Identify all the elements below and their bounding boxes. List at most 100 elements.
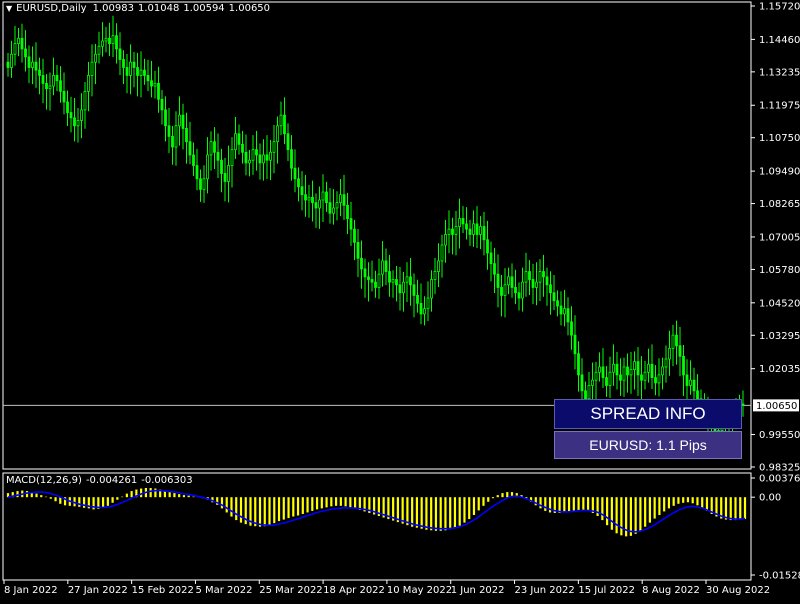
price-tick-label: 1.04520	[759, 298, 800, 309]
price-tick-label: 1.09490	[759, 167, 800, 178]
candle-body	[395, 279, 398, 286]
candle-body	[636, 361, 640, 376]
candle-body	[412, 284, 416, 296]
candle-body	[167, 125, 171, 137]
candle-body	[650, 363, 654, 378]
date-tick-label: 10 May 2022	[387, 585, 452, 596]
candle-body	[416, 295, 419, 304]
candle-body	[27, 56, 31, 68]
candle-body	[640, 374, 643, 381]
candle-body	[381, 260, 384, 275]
price-tick-label: 1.02035	[759, 364, 800, 375]
candle-body	[444, 234, 447, 246]
candle-body	[552, 292, 556, 302]
dropdown-triangle-icon[interactable]: ▼	[6, 4, 13, 13]
candle-body	[237, 133, 241, 145]
candle-body	[178, 114, 181, 127]
candle-body	[692, 379, 696, 392]
candle-body	[675, 334, 678, 347]
candle-body	[262, 154, 265, 164]
date-tick-label: 30 Aug 2022	[706, 585, 770, 596]
candle-body	[122, 59, 125, 68]
candle-body	[66, 101, 69, 113]
candle-body	[465, 223, 468, 230]
candle-body	[570, 321, 573, 336]
candle-body	[647, 363, 650, 373]
candle-body	[696, 390, 699, 400]
candle-body	[328, 202, 332, 214]
candle-body	[388, 271, 391, 283]
candle-body	[500, 287, 503, 296]
candle-body	[125, 67, 129, 76]
candle-body	[73, 117, 76, 127]
candle-body	[94, 53, 97, 63]
date-tick-label: 8 Aug 2022	[642, 585, 700, 596]
candle-body	[136, 67, 139, 76]
candle-body	[17, 37, 20, 45]
candle-body	[391, 279, 395, 283]
candle-body	[83, 90, 87, 111]
candle-body	[150, 80, 153, 87]
candle-body	[69, 112, 73, 119]
date-tick-label: 15 Feb 2022	[132, 585, 194, 596]
candle-body	[314, 202, 318, 209]
date-tick-label: 8 Jan 2022	[4, 585, 58, 596]
candle-body	[367, 276, 370, 280]
candle-body	[248, 159, 251, 164]
candle-body	[87, 75, 90, 92]
price-tick-label: 1.03295	[759, 331, 800, 342]
candle-body	[566, 308, 570, 323]
candle-body	[34, 61, 38, 71]
price-tick-label: 1.15720	[759, 2, 800, 13]
candle-body	[244, 151, 248, 164]
price-tick-label: 1.11975	[759, 101, 800, 112]
candle-body	[549, 284, 552, 294]
candle-body	[174, 125, 178, 148]
candle-body	[563, 308, 566, 315]
candle-body	[258, 154, 262, 164]
candle-body	[384, 260, 388, 272]
macd-tick-label: 0.003769	[759, 474, 800, 485]
candle-body	[185, 128, 188, 143]
date-tick-label: 25 Mar 2022	[259, 585, 322, 596]
macd-title: MACD(12,26,9) -0.004261 -0.006303	[6, 475, 197, 486]
candle-body	[601, 366, 605, 378]
candle-body	[423, 308, 426, 315]
candle-body	[671, 334, 675, 349]
candle-body	[517, 292, 521, 299]
candle-body	[402, 281, 405, 294]
candle-body	[342, 194, 346, 206]
candle-body	[419, 302, 423, 315]
candle-body	[678, 345, 682, 357]
ohlc-values: 1.00983 1.01048 1.00594 1.00650	[93, 3, 274, 14]
candle-body	[507, 276, 510, 286]
macd-signal-line	[7, 489, 746, 533]
candle-body	[370, 279, 374, 283]
candle-body	[171, 135, 174, 148]
candle-body	[272, 141, 276, 153]
candle-body	[139, 69, 143, 76]
candle-body	[188, 141, 192, 156]
candle-body	[591, 379, 594, 386]
candle-body	[664, 358, 668, 368]
candle-body	[59, 80, 62, 92]
candle-body	[594, 371, 598, 381]
candle-body	[405, 276, 409, 283]
candle-body	[286, 133, 290, 151]
candle-body	[6, 61, 10, 68]
date-tick-label: 27 Jan 2022	[68, 585, 128, 596]
candle-body	[31, 61, 34, 68]
candle-body	[346, 204, 349, 219]
candle-body	[90, 61, 94, 76]
candle-body	[230, 149, 234, 166]
candle-body	[101, 40, 104, 47]
candle-body	[38, 69, 41, 76]
candle-body	[153, 82, 157, 87]
candle-body	[304, 194, 307, 201]
candle-body	[115, 35, 118, 50]
candle-body	[524, 271, 528, 283]
ohlc-close: 1.00650	[228, 3, 271, 14]
candle-body	[615, 363, 619, 376]
